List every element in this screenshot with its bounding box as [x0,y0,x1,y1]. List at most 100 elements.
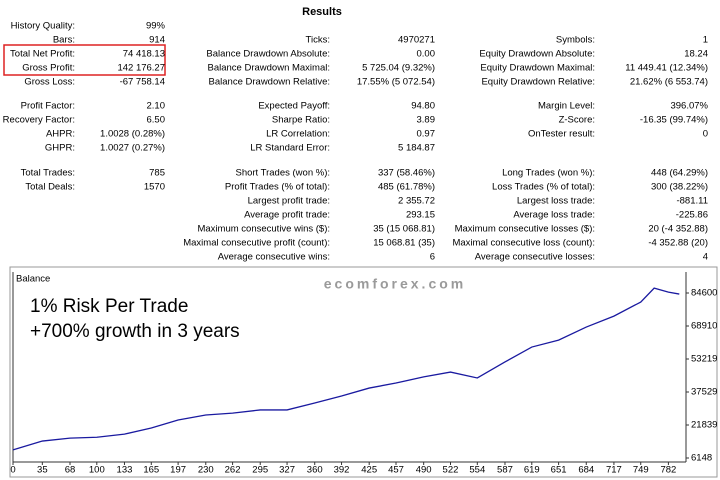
stat-value: -225.86 [676,210,708,221]
x-tick-label: 522 [443,465,459,476]
stat-value: 74 418.13 [123,49,165,60]
stat-label: Gross Loss: [24,77,75,88]
stat-label: Margin Level: [538,101,595,112]
stat-value: 785 [149,168,165,179]
x-tick-label: 749 [633,465,649,476]
stat-label: Equity Drawdown Maximal: [480,63,595,74]
chart-title: Balance [16,274,50,285]
x-tick-label: 68 [65,465,76,476]
stat-value: 17.55% (5 072.54) [357,77,435,88]
y-tick-label: 53219 [691,354,717,365]
stat-label: Profit Factor: [21,101,75,112]
x-tick-label: 425 [361,465,377,476]
stat-label: Total Net Profit: [10,49,75,60]
x-tick-label: 295 [252,465,268,476]
stat-value: 6.50 [147,115,166,126]
stat-label: Balance Drawdown Maximal: [208,63,331,74]
x-tick-label: 230 [198,465,214,476]
x-tick-label: 35 [37,465,48,476]
stat-label: Equity Drawdown Relative: [481,77,595,88]
stat-value: 337 (58.46%) [378,168,435,179]
stat-label: Average consecutive wins: [218,252,330,263]
y-tick-label: 84600 [691,288,717,299]
stat-label: Gross Profit: [22,63,75,74]
stat-label: Average loss trade: [513,210,595,221]
stat-value: 3.89 [417,115,436,126]
stat-value: 21.62% (6 553.74) [630,77,708,88]
stat-value: -881.11 [676,196,708,207]
stat-value: 18.24 [684,49,708,60]
stat-value: 300 (38.22%) [651,182,708,193]
stat-value: -16.35 (99.74%) [640,115,708,126]
stat-label: Profit Trades (% of total): [225,182,330,193]
x-tick-label: 392 [334,465,350,476]
x-tick-label: 133 [117,465,133,476]
x-tick-label: 262 [225,465,241,476]
stat-label: Maximal consecutive loss (count): [452,238,595,249]
stat-value: 11 449.41 (12.34%) [625,63,708,74]
stat-value: 142 176.27 [117,63,165,74]
stat-value: 914 [149,35,165,46]
stat-label: Loss Trades (% of total): [492,182,595,193]
stat-label: Total Deals: [25,182,75,193]
stat-value: 15 068.81 (35) [373,238,435,249]
chart-frame [9,266,718,478]
stat-value: 5 184.87 [398,143,435,154]
x-tick-label: 782 [660,465,676,476]
stat-label: Recovery Factor: [3,115,75,126]
stat-label: Ticks: [306,35,330,46]
stat-value: 2 355.72 [398,196,435,207]
stat-label: History Quality: [11,21,75,32]
stat-value: 0 [703,129,708,140]
balance-line [12,287,680,451]
stat-label: LR Correlation: [266,129,330,140]
stat-value: 2.10 [147,101,166,112]
y-tick-label: 68910 [691,321,717,332]
stat-value: 4970271 [398,35,435,46]
stat-label: Z-Score: [559,115,595,126]
stat-value: 485 (61.78%) [378,182,435,193]
stat-value: 1.0027 (0.27%) [100,143,165,154]
annotation: 1% Risk Per Trade [30,296,188,317]
stat-value: 20 (-4 352.88) [648,224,708,235]
stat-label: LR Standard Error: [250,143,330,154]
stat-value: 0.97 [417,129,436,140]
x-tick-label: 360 [307,465,323,476]
x-tick-label: 165 [143,465,159,476]
x-tick-label: 0 [10,465,15,476]
watermark: ecomforex.com [324,276,466,292]
x-tick-label: 100 [89,465,105,476]
annotation: +700% growth in 3 years [30,321,240,342]
x-tick-label: 651 [551,465,567,476]
stat-value: 99% [146,21,166,32]
x-tick-label: 490 [416,465,432,476]
stat-label: Long Trades (won %): [502,168,595,179]
stat-label: Equity Drawdown Absolute: [479,49,595,60]
stat-value: 396.07% [670,101,708,112]
stat-value: 1570 [144,182,165,193]
y-tick-label: 37529 [691,387,717,398]
stat-label: GHPR: [45,143,75,154]
x-tick-label: 717 [606,465,622,476]
stat-label: Average profit trade: [244,210,330,221]
stat-value: 4 [703,252,708,263]
stat-value: 1 [703,35,708,46]
stat-value: 0.00 [417,49,436,60]
stat-value: 5 725.04 (9.32%) [362,63,435,74]
stat-value: 6 [430,252,435,263]
stat-value: 448 (64.29%) [651,168,708,179]
stat-label: Maximum consecutive wins ($): [197,224,330,235]
stat-label: Short Trades (won %): [235,168,330,179]
x-tick-label: 197 [170,465,186,476]
stat-label: AHPR: [46,129,75,140]
stat-label: Average consecutive losses: [475,252,595,263]
stat-label: Symbols: [556,35,595,46]
stat-value: 94.80 [411,101,435,112]
highlight-box [3,44,166,76]
x-tick-label: 554 [469,465,485,476]
stat-value: 35 (15 068.81) [373,224,435,235]
x-tick-label: 684 [578,465,594,476]
results-title: Results [302,6,342,18]
